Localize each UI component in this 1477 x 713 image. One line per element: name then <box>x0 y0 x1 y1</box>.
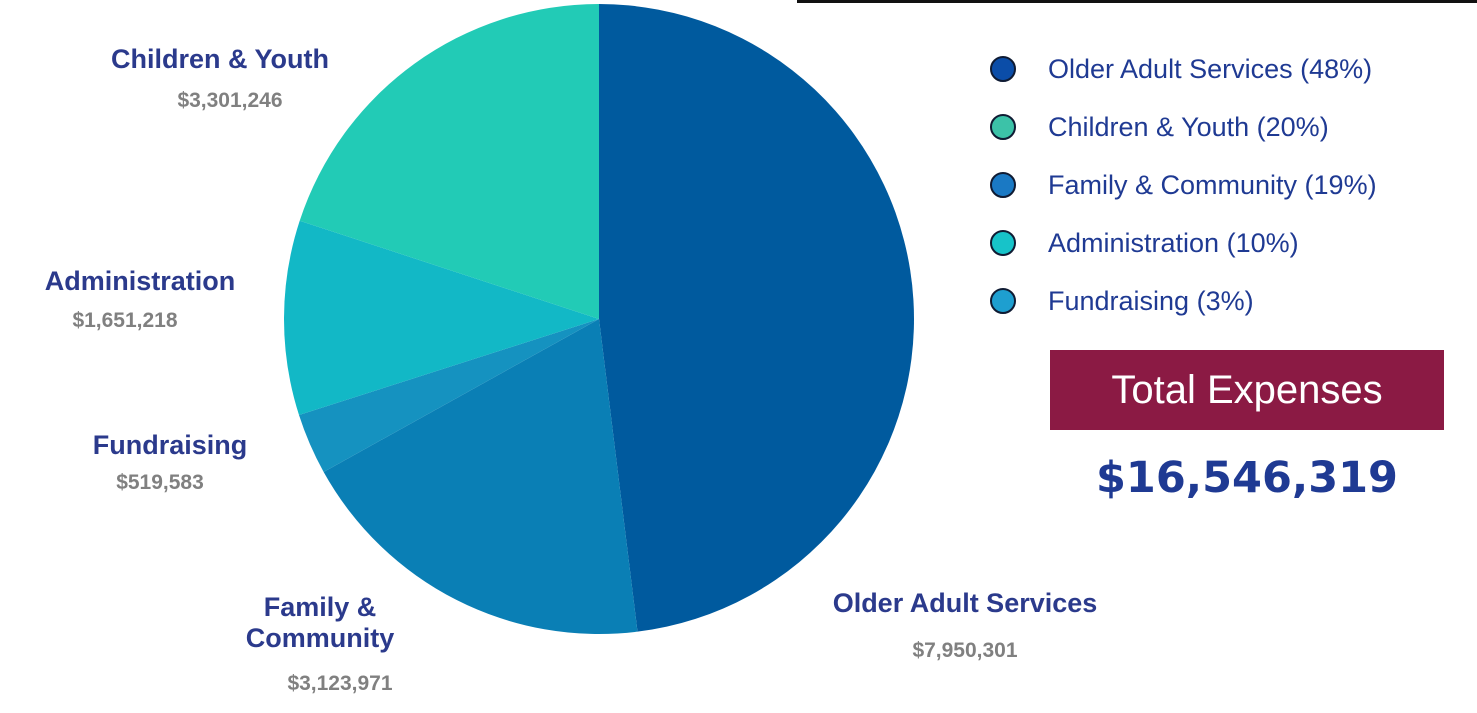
pie-slice-family-community <box>323 319 638 634</box>
legend-label: Fundraising (3%) <box>1048 285 1254 316</box>
administration-name: Administration <box>44 266 236 296</box>
legend-item-family-community: Family & Community (19%) <box>990 156 1377 214</box>
legend-label: Older Adult Services (48%) <box>1048 53 1373 84</box>
legend-label: Administration (10%) <box>1048 227 1299 258</box>
legend-swatch <box>990 230 1016 256</box>
legend-swatch <box>990 56 1016 82</box>
pie-slice-children-youth <box>299 4 599 319</box>
legend-swatch <box>990 114 1016 140</box>
pie-slice-administration <box>284 220 599 416</box>
header-divider <box>797 0 1477 3</box>
older-adult-name: Older Adult Services <box>832 588 1098 618</box>
total-expenses-value: $16,546,319 <box>1096 453 1398 503</box>
children-youth-amount: $3,301,246 <box>177 89 283 113</box>
legend-item-older-adult: Older Adult Services (48%) <box>990 40 1377 98</box>
fundraising-name: Fundraising <box>92 430 248 460</box>
label-fundraising: Fundraising $519,583 <box>60 430 280 495</box>
legend-item-fundraising: Fundraising (3%) <box>990 272 1377 330</box>
pie-slice-fundraising <box>298 319 599 472</box>
fundraising-amount: $519,583 <box>116 471 204 495</box>
legend-swatch <box>990 288 1016 314</box>
children-youth-name: Children & Youth <box>111 44 329 74</box>
legend-label: Children & Youth (20%) <box>1048 111 1329 142</box>
chart-legend: Older Adult Services (48%) Children & Yo… <box>990 40 1377 330</box>
total-expenses-label: Total Expenses <box>1111 367 1383 412</box>
legend-label: Family & Community (19%) <box>1048 169 1377 200</box>
label-administration: Administration $1,651,218 <box>10 266 270 333</box>
older-adult-amount: $7,950,301 <box>912 639 1018 663</box>
legend-swatch <box>990 172 1016 198</box>
label-older-adult: Older Adult Services $7,950,301 <box>790 588 1140 663</box>
legend-item-children-youth: Children & Youth (20%) <box>990 98 1377 156</box>
family-community-amount: $3,123,971 <box>287 672 393 696</box>
label-children-youth: Children & Youth $3,301,246 <box>70 44 370 113</box>
family-community-name: Family & Community <box>245 592 395 654</box>
pie-slice-older-adult-services <box>599 4 915 632</box>
administration-amount: $1,651,218 <box>72 309 178 333</box>
legend-item-administration: Administration (10%) <box>990 214 1377 272</box>
label-family-community: Family & Community $3,123,971 <box>200 592 440 696</box>
total-expenses-banner: Total Expenses <box>1050 350 1444 430</box>
